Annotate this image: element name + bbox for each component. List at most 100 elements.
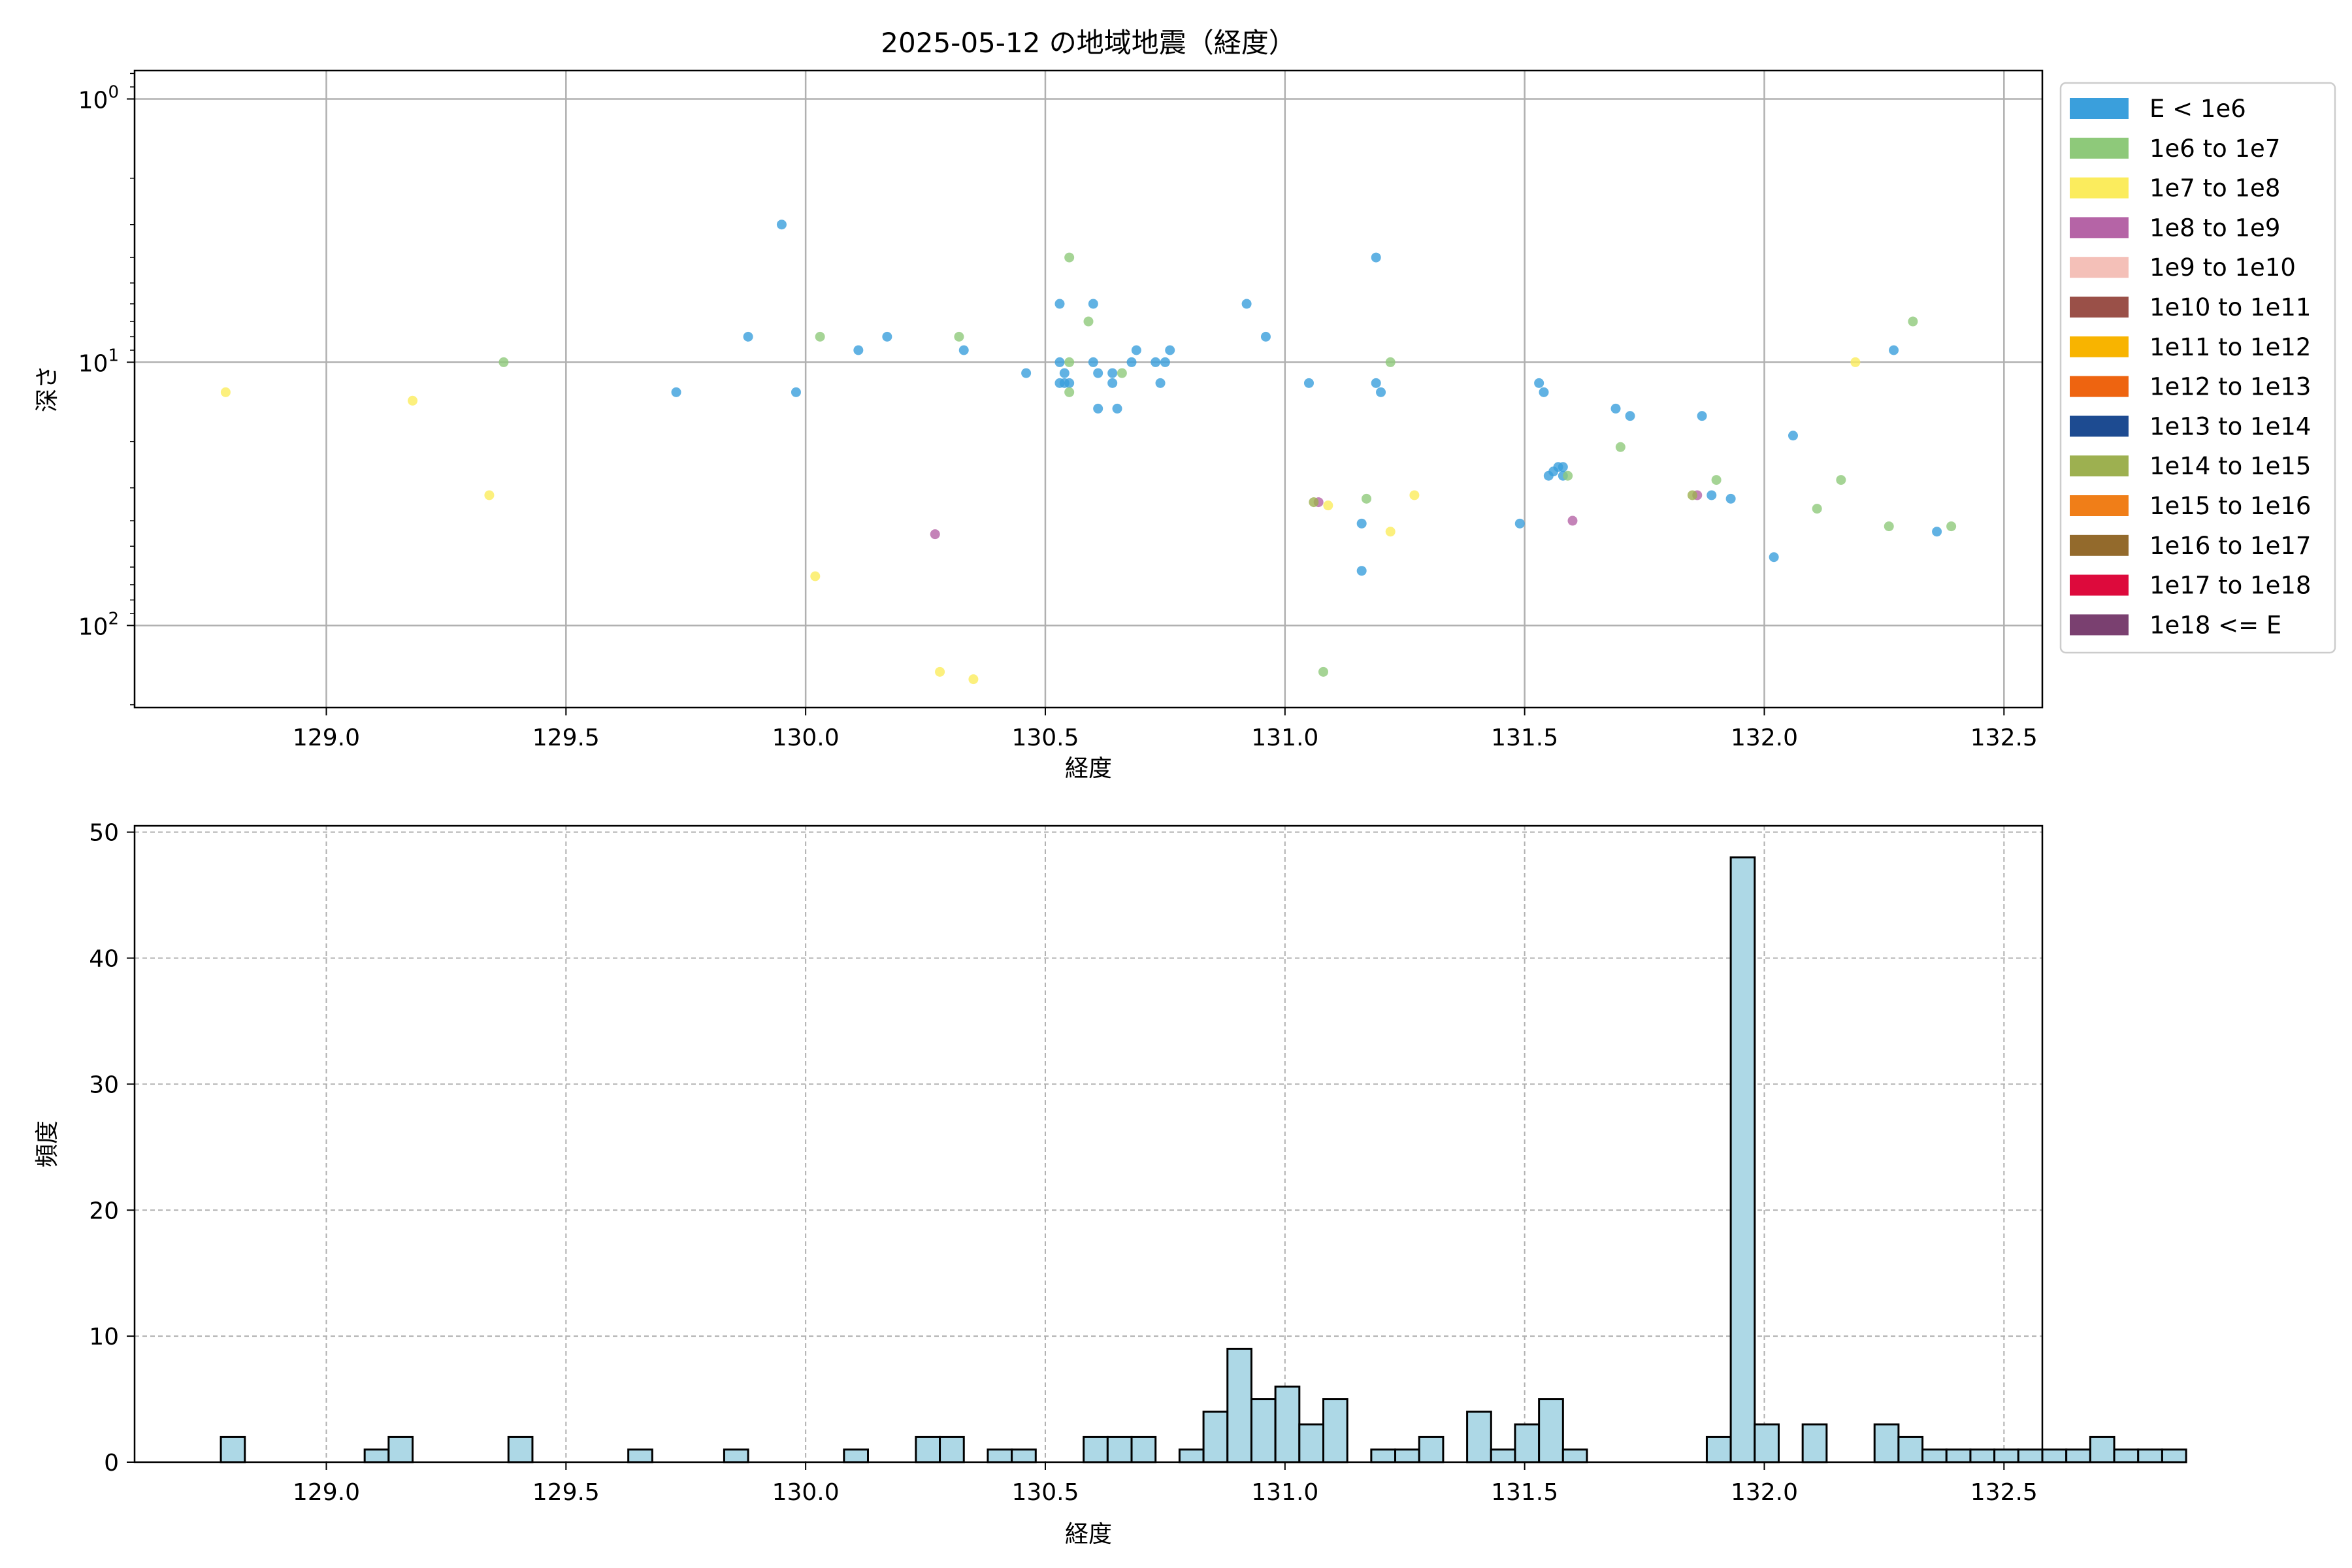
histogram-bar — [627, 1448, 653, 1463]
legend-swatch — [2070, 376, 2129, 397]
scatter-point — [1021, 368, 1032, 378]
legend-swatch — [2070, 336, 2129, 357]
legend-label: 1e14 to 1e15 — [2149, 452, 2311, 480]
scatter-point — [1376, 387, 1386, 397]
scatter-point — [1946, 521, 1957, 532]
scatter-point — [1356, 566, 1367, 576]
legend-label: 1e16 to 1e17 — [2149, 532, 2311, 560]
scatter-point — [1064, 387, 1075, 397]
scatter-point — [408, 395, 418, 406]
scatter-point — [1514, 518, 1525, 529]
histogram-grid — [135, 826, 2042, 1463]
scatter-point — [1711, 475, 1722, 485]
scatter-point — [1769, 552, 1779, 563]
legend-label: 1e8 to 1e9 — [2149, 214, 2280, 242]
legend-swatch — [2070, 574, 2129, 596]
histogram-bar — [1250, 1398, 1277, 1463]
histogram-bar — [1202, 1411, 1229, 1463]
scatter-point — [1371, 378, 1381, 388]
histogram-bar — [1945, 1448, 1972, 1463]
scatter-point — [1534, 378, 1544, 388]
histogram-bar — [1083, 1435, 1109, 1463]
histogram-x-tick-label: 130.5 — [1011, 1479, 1079, 1506]
scatter-point — [1151, 357, 1161, 367]
scatter-point — [968, 674, 979, 685]
scatter-point — [1788, 431, 1798, 441]
legend-label: 1e13 to 1e14 — [2149, 412, 2311, 440]
chart-title: 2025-05-12 の地域地震（経度） — [881, 27, 1296, 59]
histogram-bar — [1538, 1398, 1564, 1463]
scatter-point — [484, 490, 495, 500]
legend-label: 1e9 to 1e10 — [2149, 253, 2296, 282]
scatter-point — [935, 666, 945, 677]
histogram-bar — [1873, 1423, 1900, 1463]
scatter-y-tick-label: 101 — [78, 346, 119, 377]
legend-label: 1e6 to 1e7 — [2149, 135, 2280, 163]
scatter-point — [882, 331, 892, 342]
histogram-bar — [1178, 1448, 1205, 1463]
histogram-bar — [723, 1448, 749, 1463]
scatter-point — [958, 345, 969, 355]
legend-swatch — [2070, 416, 2129, 437]
histogram-y-tick-label: 0 — [104, 1450, 119, 1477]
scatter-point — [1093, 403, 1103, 414]
scatter-point — [1064, 357, 1075, 367]
scatter-plot-frame — [133, 69, 2044, 709]
scatter-point — [1385, 357, 1396, 367]
histogram-bar — [1490, 1448, 1516, 1463]
scatter-x-axis-label: 経度 — [1065, 755, 1112, 782]
scatter-point — [1908, 316, 1918, 327]
histogram-bar — [2041, 1448, 2068, 1463]
histogram-bar — [363, 1448, 390, 1463]
legend-label: 1e18 <= E — [2149, 611, 2281, 639]
scatter-point — [1117, 368, 1127, 378]
scatter-point — [1707, 490, 1717, 500]
scatter-points — [220, 220, 1957, 685]
histogram-x-tick-label: 129.5 — [532, 1479, 600, 1506]
histogram-bar — [1322, 1398, 1348, 1463]
scatter-point — [810, 571, 821, 581]
histogram-x-tick-label: 132.5 — [1970, 1479, 2038, 1506]
scatter-x-tick-label: 132.0 — [1731, 725, 1798, 751]
legend-swatch — [2070, 137, 2129, 159]
scatter-point — [776, 220, 787, 230]
histogram-bar — [1514, 1423, 1541, 1463]
scatter-point — [1687, 490, 1697, 500]
scatter-y-ticks: 100 101 102 — [78, 73, 135, 706]
scatter-point — [1054, 299, 1065, 309]
histogram-bar — [2161, 1448, 2187, 1463]
histogram-y-tick-label: 40 — [89, 946, 119, 973]
scatter-point — [1725, 493, 1736, 504]
scatter-point — [1563, 470, 1573, 481]
histogram-bar — [220, 1435, 246, 1463]
legend-label: 1e12 to 1e13 — [2149, 373, 2311, 401]
histogram-bar — [1969, 1448, 1996, 1463]
histogram-bar — [1298, 1423, 1324, 1463]
histogram-x-ticks: 129.0 129.5 130.0 130.5 131.0 131.5 132.0 132.5 — [293, 1462, 2038, 1506]
histogram-bar — [1011, 1448, 1037, 1463]
scatter-point — [1054, 357, 1065, 367]
scatter-point — [671, 387, 681, 397]
legend: E < 1e6 1e6 to 1e7 1e7 to 1e8 1e8 to 1e9 1e9… — [2059, 82, 2336, 654]
histogram-bar — [1897, 1435, 1924, 1463]
scatter-point — [1241, 299, 1252, 309]
legend-label: 1e17 to 1e18 — [2149, 572, 2311, 600]
scatter-x-ticks: 129.0 129.5 130.0 130.5 131.0 131.5 132.0 132.5 — [293, 708, 2038, 751]
histogram-bar — [1466, 1411, 1492, 1463]
histogram-bar — [1226, 1347, 1252, 1463]
histogram-bar — [1130, 1435, 1157, 1463]
histogram-bar — [387, 1435, 414, 1463]
legend-label: 1e15 to 1e16 — [2149, 492, 2311, 520]
legend-swatch — [2070, 455, 2129, 477]
scatter-point — [1318, 666, 1328, 677]
scatter-point — [1558, 462, 1568, 472]
scatter-point — [1088, 299, 1098, 309]
scatter-x-tick-label: 129.5 — [532, 725, 600, 751]
legend-swatch — [2070, 495, 2129, 516]
histogram-bar — [2089, 1435, 2115, 1463]
scatter-point — [1083, 316, 1094, 327]
histogram-bar — [1418, 1435, 1445, 1463]
scatter-point — [1155, 378, 1166, 388]
histogram-bar — [2137, 1448, 2163, 1463]
